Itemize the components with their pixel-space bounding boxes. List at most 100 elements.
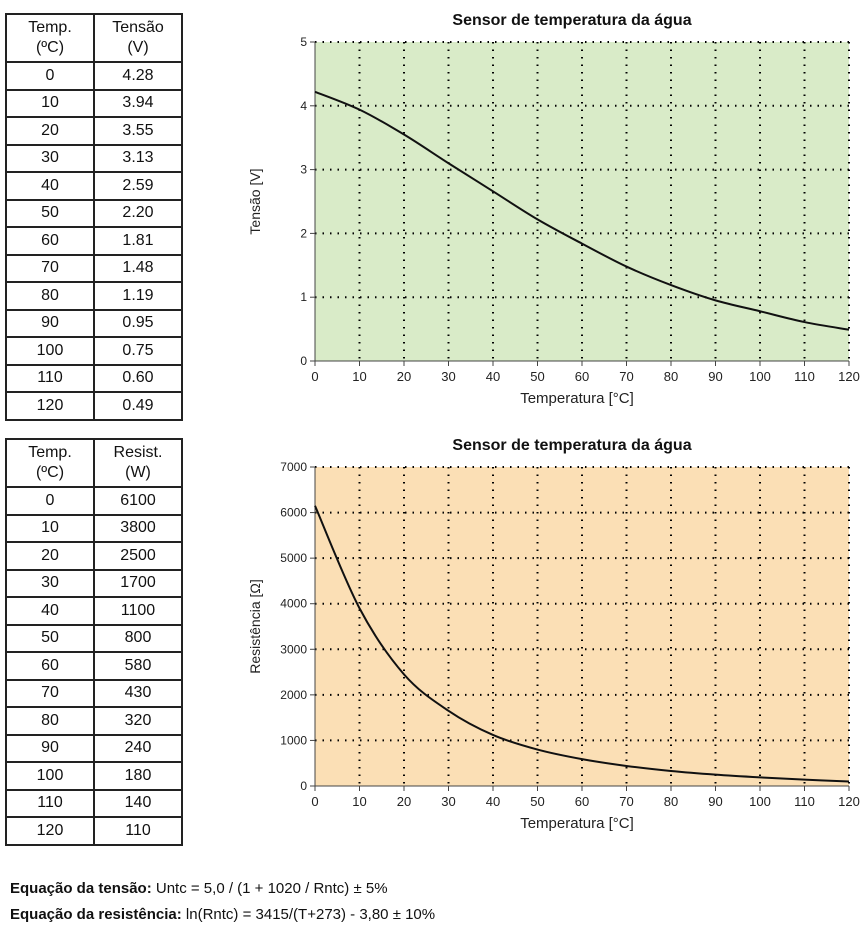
table-row: 80 320 [5,706,183,736]
series-line [314,90,850,331]
voltage-cell: 0.49 [93,391,183,421]
table-row: 40 1100 [5,596,183,626]
temp-cell: 0 [5,61,95,91]
header-temp: Temp. (ºC) [5,438,95,488]
x-tick-label: 20 [397,369,411,384]
table-row: 40 2.59 [5,171,183,201]
x-tick-label: 110 [794,369,815,384]
voltage-cell: 3.55 [93,116,183,146]
header-temp: Temp. (ºC) [5,13,95,63]
y-tick-label: 3000 [280,642,307,656]
x-tick-label: 0 [311,794,318,809]
y-tick-label: 4000 [280,597,307,611]
x-tick-label: 90 [708,794,722,809]
resistance-chart: Sensor de temperatura da água 0 10 20 30 40 50… [247,437,860,832]
resistance-cell: 180 [93,761,183,791]
series-line [314,505,850,783]
y-tick-label: 1000 [280,733,307,747]
x-tick-label: 120 [838,794,860,809]
voltage-cell: 3.94 [93,88,183,118]
temp-cell: 80 [5,706,95,736]
y-tick-label: 2000 [280,688,307,702]
table-row: 20 3.55 [5,116,183,146]
x-tick-label: 0 [311,369,318,384]
table-row: 30 1700 [5,568,183,598]
resistance-cell: 580 [93,651,183,681]
resistance-cell: 240 [93,733,183,763]
y-tick-label: 5000 [280,551,307,565]
table-row: 70 1.48 [5,253,183,283]
table-row: 30 3.13 [5,143,183,173]
voltage-equation: Equação da tensão: Untc = 5,0 / (1 + 102… [10,876,435,902]
resistance-cell: 110 [93,816,183,846]
header-temp-text: Temp. (ºC) [28,444,72,481]
y-tick-label: 6000 [280,506,307,520]
table-row: 100 0.75 [5,336,183,366]
x-tick-label: 50 [530,369,544,384]
y-tick-label: 5 [300,35,307,49]
table-row: 90 0.95 [5,308,183,338]
voltage-cell: 2.20 [93,198,183,228]
temp-cell: 10 [5,88,95,118]
temp-cell: 120 [5,816,95,846]
temp-cell: 10 [5,513,95,543]
table-row: 70 430 [5,678,183,708]
table-row: 10 3.94 [5,88,183,118]
temp-cell: 0 [5,486,95,516]
header-resistance: Resist. (W) [93,438,183,488]
resistance-table: Temp. (ºC) Resist. (W) 0 6100 10 3800 20 2500… [5,438,183,846]
temp-cell: 40 [5,596,95,626]
temp-cell: 40 [5,171,95,201]
temp-cell: 50 [5,623,95,653]
temp-cell: 110 [5,363,95,393]
table-row: 100 180 [5,761,183,791]
resistance-equation: Equação da resistência: ln(Rntc) = 3415/… [10,902,435,928]
temp-cell: 60 [5,651,95,681]
voltage-table: Temp. (ºC) Tensão (V) 0 4.28 10 3.94 20 3.55 3… [5,13,183,421]
temp-cell: 90 [5,308,95,338]
voltage-cell: 1.19 [93,281,183,311]
temp-cell: 70 [5,253,95,283]
temp-cell: 50 [5,198,95,228]
resistance-cell: 140 [93,788,183,818]
voltage-table-body: 0 4.28 10 3.94 20 3.55 30 3.13 40 2.59 50 2.20 60 1.8… [5,61,183,421]
table-row: 80 1.19 [5,281,183,311]
header-resistance-text: Resist. (W) [113,444,163,481]
chart-title: Sensor de temperatura da água [452,437,691,454]
y-tick-label: 0 [300,779,307,793]
temp-cell: 20 [5,541,95,571]
resistance-cell: 3800 [93,513,183,543]
y-tick-label: 2 [300,226,307,240]
voltage-equation-text: Untc = 5,0 / (1 + 1020 / Rntc) ± 5% [151,880,388,897]
header-voltage-text: Tensão (V) [112,19,164,56]
table-row: 0 6100 [5,486,183,516]
x-tick-label: 40 [486,369,500,384]
x-tick-label: 10 [352,369,366,384]
resistance-cell: 430 [93,678,183,708]
x-tick-label: 30 [441,794,455,809]
temp-cell: 20 [5,116,95,146]
temp-cell: 120 [5,391,95,421]
x-tick-label: 90 [708,369,722,384]
resistance-table-body: 0 6100 10 3800 20 2500 30 1700 40 1100 50 800 60 580 7… [5,486,183,846]
x-tick-label: 80 [664,369,678,384]
x-tick-label: 70 [619,369,633,384]
resistance-cell: 1700 [93,568,183,598]
table-row: 120 0.49 [5,391,183,421]
x-tick-label: 60 [575,794,589,809]
x-axis-label: Temperatura [°C] [520,390,634,407]
voltage-cell: 3.13 [93,143,183,173]
temp-cell: 60 [5,226,95,256]
x-tick-label: 10 [352,794,366,809]
table-row: 0 4.28 [5,61,183,91]
x-tick-label: 110 [794,794,815,809]
x-tick-label: 120 [838,369,860,384]
header-temp-text: Temp. (ºC) [28,19,72,56]
voltage-cell: 1.48 [93,253,183,283]
x-tick-label: 100 [749,794,771,809]
voltage-cell: 2.59 [93,171,183,201]
table-row: 50 2.20 [5,198,183,228]
x-tick-label: 80 [664,794,678,809]
resistance-equation-label: Equação da resistência: [10,906,182,923]
